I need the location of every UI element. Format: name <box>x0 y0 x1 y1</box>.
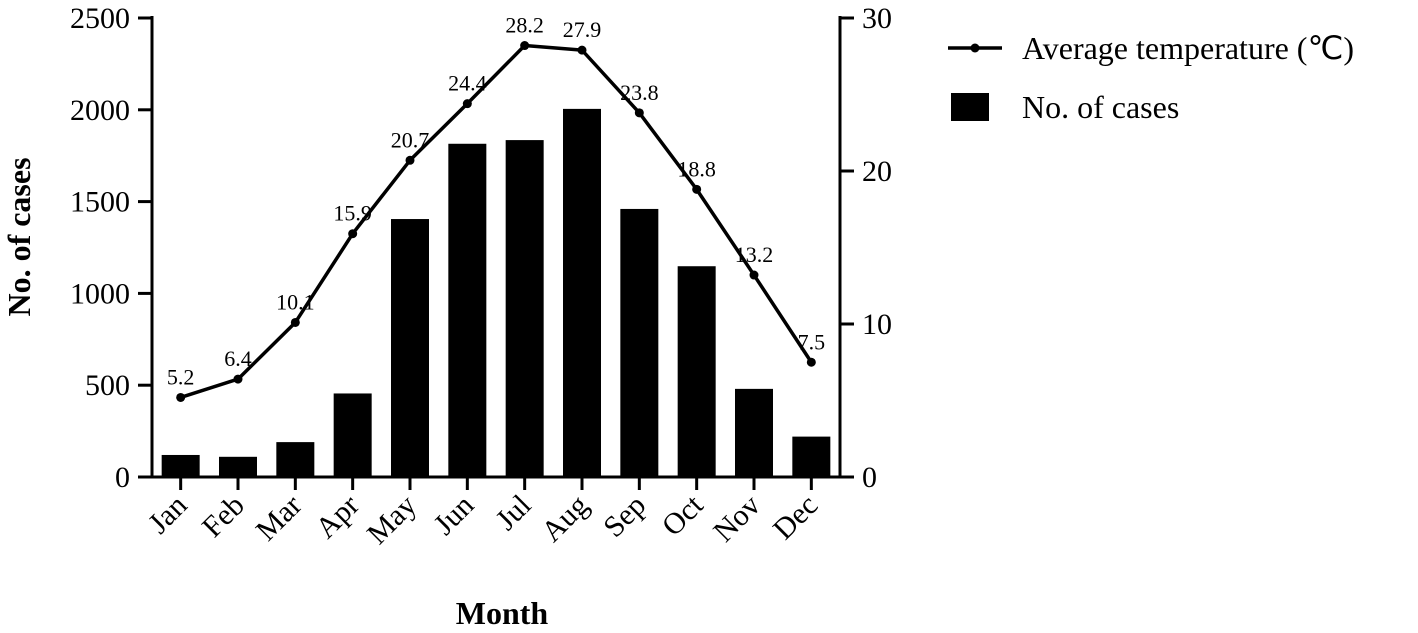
bar-sep <box>620 208 659 477</box>
x-tick-label-jan: Jan <box>142 489 194 541</box>
x-tick-label-dec: Dec <box>767 489 824 546</box>
left-tick-label: 2000 <box>70 94 130 127</box>
temperature-point-feb <box>233 374 243 384</box>
left-tick-label: 2500 <box>70 2 130 35</box>
temperature-point-jan <box>176 392 186 402</box>
x-tick-label-feb: Feb <box>196 489 251 544</box>
temperature-point-jul <box>520 41 530 51</box>
temperature-point-mar <box>290 317 300 327</box>
temperature-label-aug: 27.9 <box>563 17 602 42</box>
x-tick-label-aug: Aug <box>535 489 595 549</box>
x-tick-label-apr: Apr <box>309 489 365 545</box>
left-tick-label: 500 <box>85 369 130 402</box>
right-tick-label: 0 <box>862 461 877 494</box>
bar-may <box>391 219 429 478</box>
temperature-point-apr <box>348 229 358 239</box>
left-tick-label: 1000 <box>70 277 130 310</box>
left-tick-label: 1500 <box>70 186 130 219</box>
temperature-point-dec <box>806 357 816 367</box>
bar-series <box>161 108 831 478</box>
y-axis-title: No. of cases <box>1 157 37 316</box>
bar-aug <box>563 108 601 477</box>
bar-jan <box>161 454 200 477</box>
right-tick-label: 30 <box>862 2 892 35</box>
left-axis-ticks: 0 500 1000 1500 2000 2500 <box>70 2 152 494</box>
temperature-point-jun <box>462 99 472 109</box>
legend-bar-marker <box>951 93 989 121</box>
x-tick-label-sep: Sep <box>597 489 652 544</box>
temperature-point-sep <box>634 108 644 118</box>
axes <box>150 16 842 479</box>
temperature-label-feb: 6.4 <box>224 346 252 371</box>
x-tick-label-oct: Oct <box>656 488 710 542</box>
bar-dec <box>792 436 831 477</box>
left-tick-label: 0 <box>115 461 130 494</box>
temperature-label-oct: 18.8 <box>677 156 716 181</box>
temperature-point-may <box>405 155 415 165</box>
x-tick-label-nov: Nov <box>707 489 767 549</box>
x-axis-title: Month <box>456 595 549 631</box>
right-axis-ticks: 0 10 20 30 <box>840 2 892 494</box>
temperature-label-nov: 13.2 <box>735 242 774 267</box>
x-tick-label-jun: Jun <box>427 489 480 542</box>
temperature-point-nov <box>749 270 759 280</box>
right-tick-label: 10 <box>862 308 892 341</box>
bar-jul <box>505 140 544 477</box>
right-tick-label: 20 <box>862 155 892 188</box>
legend-entry-temperature: Average temperature (℃) <box>1022 30 1354 66</box>
temperature-label-sep: 23.8 <box>620 80 659 105</box>
temperature-label-jul: 28.2 <box>505 13 544 38</box>
temperature-label-apr: 15.9 <box>333 201 372 226</box>
temperature-point-oct <box>692 184 702 194</box>
temperature-label-dec: 7.5 <box>798 329 826 354</box>
temperature-label-jun: 24.4 <box>448 71 487 96</box>
bar-oct <box>677 266 716 477</box>
x-tick-label-mar: Mar <box>250 489 309 548</box>
temperature-label-may: 20.7 <box>391 127 430 152</box>
temperature-point-aug <box>577 45 587 55</box>
bar-apr <box>333 393 372 477</box>
legend-point-marker <box>970 43 980 53</box>
bar-nov <box>735 388 773 477</box>
x-tick-label-may: May <box>361 489 423 551</box>
legend-entry-cases: No. of cases <box>1022 89 1179 125</box>
bar-mar <box>276 442 315 477</box>
bar-feb <box>219 456 257 477</box>
x-tick-label-jul: Jul <box>490 489 538 537</box>
bar-jun <box>448 143 487 478</box>
temperature-label-jan: 5.2 <box>167 364 195 389</box>
temperature-line <box>180 43 813 400</box>
legend: Average temperature (℃) No. of cases <box>948 30 1354 125</box>
line-series: 5.2 6.4 10.1 15.9 20.7 24.4 28.2 27.9 23.8 18.8 13… <box>167 13 825 402</box>
temperature-label-mar: 10.1 <box>276 289 315 314</box>
